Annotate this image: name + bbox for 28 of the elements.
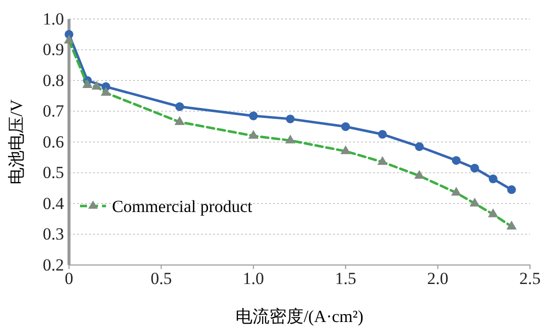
x-tick-label: 2.5 <box>519 269 541 288</box>
y-tick-label: 0.7 <box>42 102 64 121</box>
point <box>286 114 295 124</box>
point <box>488 174 498 184</box>
y-tick-label: 0.2 <box>42 255 64 274</box>
y-tick-label: 0.3 <box>42 224 64 244</box>
x-tick-label: 2.0 <box>427 269 448 288</box>
x-axis-title: 电流密度/(A·cm²) <box>236 307 364 326</box>
x-tick-label: 1.5 <box>334 269 356 288</box>
y-tick-label: 0.9 <box>42 40 64 60</box>
point <box>452 156 461 165</box>
x-tick-label: 0.5 <box>150 269 172 288</box>
y-tick-label: 0.5 <box>42 163 64 182</box>
point <box>341 122 350 131</box>
point <box>249 112 258 120</box>
point <box>378 130 387 139</box>
y-tick-label: 0.8 <box>42 70 64 90</box>
point <box>507 185 516 194</box>
x-tick-label: 0 <box>64 269 74 288</box>
y-axis-title: 电池电压/V <box>7 98 26 184</box>
legend-label: Commercial product <box>112 196 252 216</box>
y-tick-label: 0.4 <box>42 194 64 213</box>
y-tick-label: 0.6 <box>42 132 64 152</box>
point <box>414 142 424 151</box>
point <box>470 164 480 172</box>
point <box>175 102 184 111</box>
x-tick-label: 1.0 <box>242 269 264 288</box>
y-tick-label: 1.0 <box>42 9 64 28</box>
